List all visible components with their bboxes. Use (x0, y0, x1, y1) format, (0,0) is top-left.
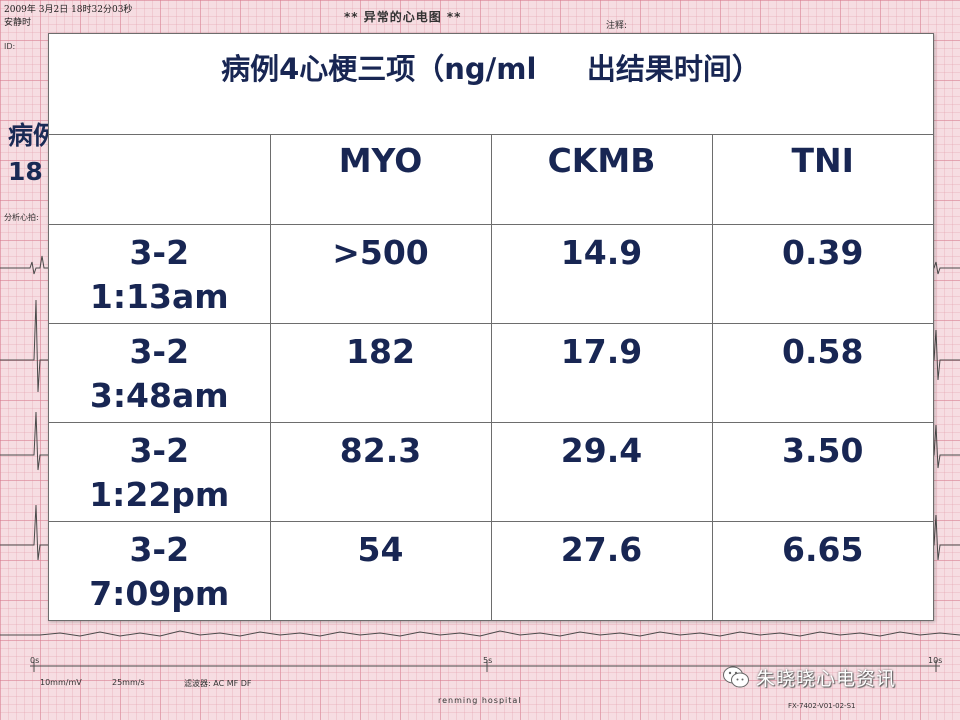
row-time: 1:13am (89, 276, 229, 316)
table-row: 3-2 1:13am >500 14.9 0.39 (49, 223, 933, 324)
ecg-rhythm-label: 分析心拍: (4, 213, 39, 222)
ckmb-cell: 14.9 (490, 223, 713, 324)
ecg-speed: 10mm/mV (40, 678, 82, 687)
tni-cell: 6.65 (711, 520, 933, 620)
row-time: 7:09pm (89, 573, 230, 613)
ecg-trace-lead-3 (0, 504, 960, 561)
table-header-row: MYO CKMB TNI (49, 135, 933, 225)
row-date: 3-2 (129, 529, 190, 569)
hidden-case-label: 病例 18 (8, 118, 50, 190)
cardiac-markers-table: MYO CKMB TNI 3-2 1:13am >500 14.9 0.39 3… (49, 135, 933, 620)
ckmb-cell: 27.6 (490, 520, 713, 620)
ecg-title: ** 异常的心电图 ** (344, 10, 462, 24)
ckmb-cell: 17.9 (490, 322, 713, 423)
ecg-sec-0: 0s (30, 656, 40, 665)
ecg-trace-lead-top (0, 255, 960, 275)
row-date: 3-2 (129, 331, 190, 371)
time-cell: 3-2 7:09pm (49, 520, 271, 620)
table-row: 3-2 7:09pm 54 27.6 6.65 (49, 520, 933, 620)
header-cell-empty (49, 135, 271, 225)
header-cell-tni: TNI (711, 135, 933, 225)
row-date: 3-2 (129, 232, 190, 272)
ecg-filter: 滤波器: AC MF DF (184, 679, 252, 688)
ecg-notes-label: 注释: (606, 21, 628, 31)
watermark-text: 朱晓晓心电资讯 (756, 667, 897, 690)
tni-cell: 3.50 (711, 421, 933, 522)
table-row: 3-2 3:48am 182 17.9 0.58 (49, 322, 933, 423)
ecg-status: 安静时 (4, 18, 32, 28)
ecg-trace-lead-2 (0, 411, 960, 471)
row-time: 1:22pm (89, 474, 230, 514)
ecg-model: FX-7402-V01-02-S1 (788, 702, 856, 710)
myo-cell: >500 (269, 223, 492, 324)
ecg-trace-lead-bottom (0, 630, 960, 637)
ecg-id-label: ID: (4, 42, 16, 51)
row-time: 3:48am (89, 375, 229, 415)
table-title: 病例4心梗三项（ng/ml 出结果时间） (49, 34, 933, 135)
myo-cell: 82.3 (269, 421, 492, 522)
ecg-hospital: renming hospital (438, 696, 522, 705)
time-cell: 3-2 3:48am (49, 322, 271, 423)
ecg-sec-10: 10s (928, 656, 943, 665)
row-date: 3-2 (129, 430, 190, 470)
table-row: 3-2 1:22pm 82.3 29.4 3.50 (49, 421, 933, 522)
header-cell-myo: MYO (269, 135, 492, 225)
ecg-sec-5: 5s (483, 656, 493, 665)
watermark: 朱晓晓心电资讯 (722, 662, 896, 692)
ecg-datetime: 2009年 3月2日 18时32分03秒 (4, 5, 133, 15)
hidden-case-line-2: 18 (8, 157, 43, 186)
ecg-paper-speed: 25mm/s (112, 678, 145, 687)
tni-cell: 0.58 (711, 322, 933, 423)
myo-cell: 54 (269, 520, 492, 620)
time-cell: 3-2 1:22pm (49, 421, 271, 522)
time-cell: 3-2 1:13am (49, 223, 271, 324)
wechat-icon (723, 666, 749, 688)
ecg-header: 2009年 3月2日 18时32分03秒 安静时 ** 异常的心电图 ** 注释… (0, 0, 960, 34)
myo-cell: 182 (269, 322, 492, 423)
ecg-trace-lead-1 (0, 299, 960, 393)
header-cell-ckmb: CKMB (490, 135, 713, 225)
ckmb-cell: 29.4 (490, 421, 713, 522)
tni-cell: 0.39 (711, 223, 933, 324)
hidden-case-line-1: 病例 (8, 121, 50, 150)
results-card: 病例4心梗三项（ng/ml 出结果时间） MYO CKMB TNI 3-2 1:… (48, 33, 934, 621)
